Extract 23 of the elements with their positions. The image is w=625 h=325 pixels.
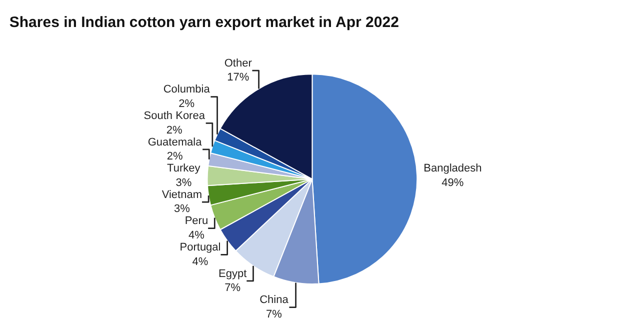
- slice-label: South Korea: [144, 110, 206, 122]
- slice-label: Egypt: [218, 268, 247, 280]
- chart-title: Shares in Indian cotton yarn export market in Apr 2022: [9, 14, 399, 31]
- data-label: 4%: [192, 256, 208, 268]
- data-label: 17%: [227, 72, 250, 84]
- data-label: 49%: [442, 176, 464, 189]
- slice-label: Peru: [184, 215, 208, 228]
- data-label: 3%: [176, 176, 192, 189]
- data-label: 2%: [166, 124, 183, 136]
- slice-label: Portugal: [180, 242, 221, 254]
- data-label: 7%: [266, 308, 282, 320]
- slice-label: Other: [224, 57, 252, 70]
- data-label: 4%: [188, 230, 205, 242]
- data-label: 2%: [178, 98, 195, 110]
- data-label: 3%: [174, 203, 190, 216]
- slice-label: Columbia: [163, 84, 211, 96]
- slice-label: Turkey: [167, 162, 201, 175]
- slice-label: Guatemala: [148, 136, 203, 148]
- slice-label: China: [260, 294, 290, 306]
- slice-label: Vietnam: [162, 188, 202, 201]
- data-label: 2%: [166, 150, 183, 163]
- slice-label: Bangladesh: [424, 162, 482, 175]
- data-label: 7%: [224, 282, 241, 294]
